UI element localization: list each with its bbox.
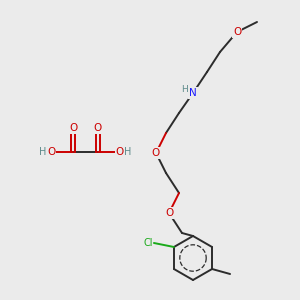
Text: N: N [189, 88, 197, 98]
Text: O: O [116, 147, 124, 157]
Text: O: O [152, 148, 160, 158]
Text: O: O [47, 147, 55, 157]
Text: O: O [233, 27, 241, 37]
Text: H: H [39, 147, 47, 157]
Text: O: O [165, 208, 173, 218]
Text: Cl: Cl [143, 238, 153, 248]
Text: H: H [124, 147, 132, 157]
Text: H: H [181, 85, 188, 94]
Text: O: O [69, 123, 77, 133]
Text: O: O [94, 123, 102, 133]
